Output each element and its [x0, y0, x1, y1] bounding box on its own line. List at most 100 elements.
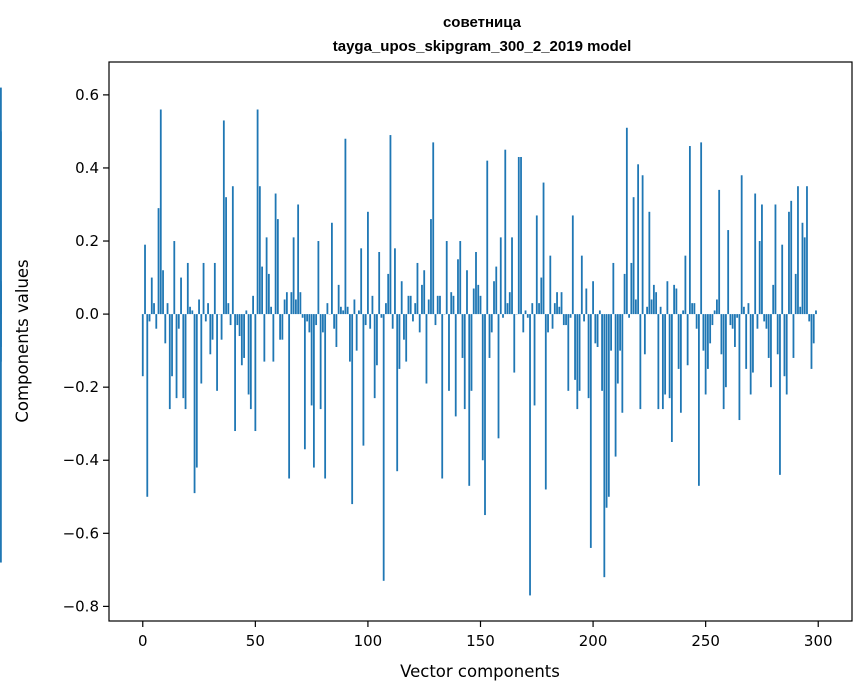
bar: [446, 241, 448, 314]
y-tick-label: 0.6: [75, 86, 99, 104]
y-tick-label: −0.4: [63, 451, 99, 469]
bar: [725, 314, 727, 387]
y-tick-label: 0.4: [75, 159, 99, 177]
bar: [662, 314, 664, 409]
bar: [617, 314, 619, 383]
bar: [757, 314, 759, 329]
bar: [619, 314, 621, 351]
bar: [608, 314, 610, 497]
bar: [585, 289, 587, 315]
bar: [775, 204, 777, 314]
bar: [813, 314, 815, 343]
bar: [295, 299, 297, 314]
bar: [633, 197, 635, 314]
bar: [324, 314, 326, 478]
bar: [369, 314, 371, 329]
bar: [802, 223, 804, 314]
bar: [254, 314, 256, 431]
bar: [606, 314, 608, 508]
bar: [736, 314, 738, 318]
bar: [684, 256, 686, 314]
bar: [290, 292, 292, 314]
bar: [675, 289, 677, 315]
bar: [687, 314, 689, 365]
bar: [340, 307, 342, 314]
bar: [378, 252, 380, 314]
bar: [599, 310, 601, 314]
bar: [313, 314, 315, 467]
bar: [484, 314, 486, 515]
bar: [482, 314, 484, 460]
bar: [518, 157, 520, 314]
bar: [232, 186, 234, 314]
bar: [576, 314, 578, 409]
bar: [610, 314, 612, 351]
bar: [317, 241, 319, 314]
bar: [236, 314, 238, 325]
bar: [417, 263, 419, 314]
bar: [200, 314, 202, 383]
bar: [730, 314, 732, 325]
bar: [286, 292, 288, 314]
bar: [450, 292, 452, 314]
bar: [572, 215, 574, 314]
bar: [259, 186, 261, 314]
bar: [781, 245, 783, 314]
bar: [396, 314, 398, 471]
bar: [691, 303, 693, 314]
bar: [669, 314, 671, 398]
bar: [554, 303, 556, 314]
bar: [363, 314, 365, 446]
bar: [750, 314, 752, 394]
bar: [718, 190, 720, 314]
bar: [540, 278, 542, 315]
bar: [504, 150, 506, 314]
bar: [579, 314, 581, 391]
bar: [320, 314, 322, 409]
bar: [149, 314, 151, 321]
bar: [777, 314, 779, 354]
bar: [498, 314, 500, 438]
bar: [808, 314, 810, 321]
x-axis-label: Vector components: [400, 662, 560, 681]
bar: [513, 314, 515, 372]
bar: [716, 299, 718, 314]
bar: [367, 212, 369, 314]
bar: [333, 314, 335, 329]
bar: [653, 285, 655, 314]
bar: [336, 314, 338, 347]
bar: [621, 314, 623, 413]
bar: [171, 314, 173, 376]
bar: [223, 120, 225, 314]
bar: [457, 259, 459, 314]
bar: [176, 314, 178, 398]
bar: [435, 314, 437, 325]
x-tick-label: 50: [246, 632, 265, 650]
bar: [612, 263, 614, 314]
bar: [707, 314, 709, 369]
bar: [714, 310, 716, 314]
bar: [520, 157, 522, 314]
bar: [198, 299, 200, 314]
bar: [603, 314, 605, 577]
bar: [637, 164, 639, 314]
bar: [297, 204, 299, 314]
bar: [468, 314, 470, 486]
y-axis-label: Components values: [13, 259, 32, 422]
bar: [272, 314, 274, 362]
bar: [624, 274, 626, 314]
bar: [275, 194, 277, 315]
x-tick-label: 150: [466, 632, 495, 650]
y-tick-label: −0.6: [63, 524, 99, 542]
bar: [459, 241, 461, 314]
bar: [464, 314, 466, 409]
bar: [412, 314, 414, 321]
bar: [635, 299, 637, 314]
bar: [439, 296, 441, 314]
bar: [581, 256, 583, 314]
bar: [227, 303, 229, 314]
bar: [804, 237, 806, 314]
bar: [642, 175, 644, 314]
chart-title-line1: советница: [443, 14, 522, 31]
